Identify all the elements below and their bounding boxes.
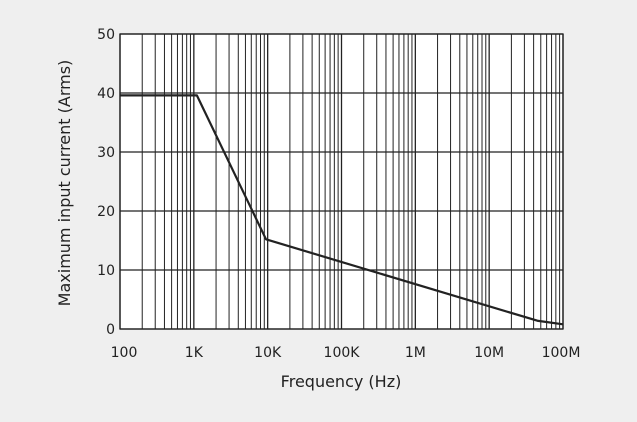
series-layer xyxy=(120,94,564,326)
x-tick-label: 10K xyxy=(254,345,282,361)
y-tick-label: 10 xyxy=(97,263,115,279)
x-axis-label: Frequency (Hz) xyxy=(281,372,402,391)
y-tick-labels: 0 10 20 30 40 50 xyxy=(97,27,115,338)
x-tick-label: 1M xyxy=(405,345,426,361)
x-tick-label: 100 xyxy=(111,345,138,361)
x-tick-label: 1K xyxy=(185,345,204,361)
y-tick-label: 50 xyxy=(97,27,115,43)
grid-lines xyxy=(119,33,564,330)
plot-frame xyxy=(119,33,564,330)
x-tick-label: 100M xyxy=(542,345,581,361)
x-tick-label: 10M xyxy=(474,345,504,361)
series-line xyxy=(120,94,564,326)
y-tick-label: 40 xyxy=(97,86,115,102)
x-tick-label: 100K xyxy=(324,345,361,361)
y-tick-label: 30 xyxy=(97,145,115,161)
y-tick-label: 0 xyxy=(106,322,115,338)
y-axis-label: Maximum input current (Arms) xyxy=(55,60,74,307)
y-tick-label: 20 xyxy=(97,204,115,220)
x-tick-labels: 100 1K 10K 100K 1M 10M 100M xyxy=(111,345,581,361)
